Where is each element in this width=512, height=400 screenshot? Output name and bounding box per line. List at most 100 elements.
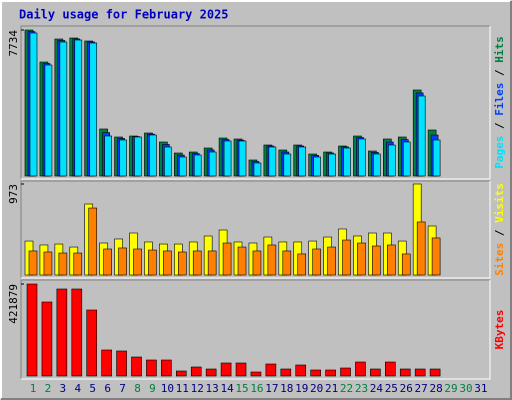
x-tick-label: 10 [161, 382, 174, 395]
bar [370, 368, 381, 377]
x-tick-label: 15 [235, 382, 248, 395]
bar [252, 250, 262, 276]
bar [29, 32, 38, 177]
bar [238, 140, 247, 177]
bar [280, 368, 292, 377]
bar [104, 135, 112, 177]
bar [357, 242, 366, 276]
x-tick-label: 9 [149, 382, 156, 395]
bar [325, 369, 336, 377]
bar [28, 250, 38, 276]
bar [388, 144, 396, 177]
y-tick-label: 973 [7, 184, 20, 204]
bar [43, 251, 53, 276]
bar [193, 154, 202, 177]
bar [58, 252, 68, 276]
bar [116, 350, 127, 377]
bar [133, 248, 142, 276]
bar [235, 362, 247, 377]
bar [190, 366, 202, 377]
bar [313, 156, 321, 177]
y-tick-label: 7734 [7, 30, 20, 57]
bar [417, 95, 426, 177]
bar [373, 153, 381, 177]
x-tick-label: 23 [355, 382, 368, 395]
bar [355, 361, 366, 377]
legend-separator: / [493, 63, 506, 83]
bar [402, 141, 411, 177]
bar [88, 207, 98, 276]
bar [74, 39, 83, 177]
x-tick-label: 16 [250, 382, 263, 395]
legend-entry: KBytes [493, 310, 506, 350]
x-tick-label: 3 [60, 382, 67, 395]
bar [250, 371, 262, 377]
bar [220, 362, 232, 377]
x-tick-label: 29 [444, 382, 457, 395]
bar [387, 244, 396, 276]
bar [282, 250, 292, 276]
y-tick-label: 421879 [7, 284, 20, 324]
bar [192, 250, 202, 276]
legend-entry: Files [493, 83, 506, 116]
bar [343, 147, 351, 177]
legend: KBytes [493, 310, 506, 350]
bar [207, 250, 217, 276]
bar [358, 138, 366, 177]
bar [267, 244, 277, 276]
bar [163, 250, 172, 276]
bar [86, 309, 98, 377]
legend-entry: Hits [493, 36, 506, 63]
x-tick-label: 1 [30, 382, 37, 395]
bar [385, 361, 396, 377]
bar [431, 237, 441, 276]
bar [340, 367, 351, 377]
x-tick-label: 11 [176, 382, 189, 395]
x-tick-label: 8 [134, 382, 141, 395]
bar [283, 153, 292, 177]
legend-separator: / [493, 223, 506, 243]
bar [223, 140, 232, 177]
bar [161, 359, 172, 377]
panel-bevel-light [21, 280, 491, 380]
x-tick-label: 31 [474, 382, 487, 395]
bar [414, 368, 426, 377]
bar [312, 248, 321, 276]
legend: Pages / Files / Hits [493, 36, 506, 169]
bar [432, 139, 441, 177]
bar [44, 64, 53, 177]
bar [328, 153, 336, 177]
legend-entry: Visits [493, 183, 506, 223]
x-tick-label: 7 [119, 382, 126, 395]
legend: Sites / Visits [493, 183, 506, 276]
panel [21, 26, 490, 179]
x-tick-label: 21 [325, 382, 338, 395]
bar [297, 253, 307, 276]
panel-bevel-light [21, 26, 491, 180]
bar [119, 139, 127, 177]
panel-bevel-dark [20, 180, 490, 278]
legend-entry: Sites [493, 243, 506, 276]
x-tick-label: 22 [340, 382, 353, 395]
x-tick-label: 26 [400, 382, 413, 395]
bar [310, 369, 321, 377]
bar [253, 162, 262, 177]
bar [265, 363, 277, 377]
x-tick-label: 18 [280, 382, 293, 395]
bar [71, 288, 83, 377]
bar [146, 359, 157, 377]
bar [327, 246, 336, 276]
panel-bevel-dark [20, 279, 490, 379]
x-tick-label: 28 [429, 382, 442, 395]
bar [176, 370, 187, 377]
panel-bevel-dark [20, 25, 490, 179]
bar [416, 221, 426, 276]
x-tick-label: 14 [220, 382, 234, 395]
bar [399, 368, 411, 377]
x-tick-label: 30 [459, 382, 472, 395]
x-tick-label: 27 [415, 382, 428, 395]
bar [295, 364, 307, 377]
bar [179, 156, 187, 177]
